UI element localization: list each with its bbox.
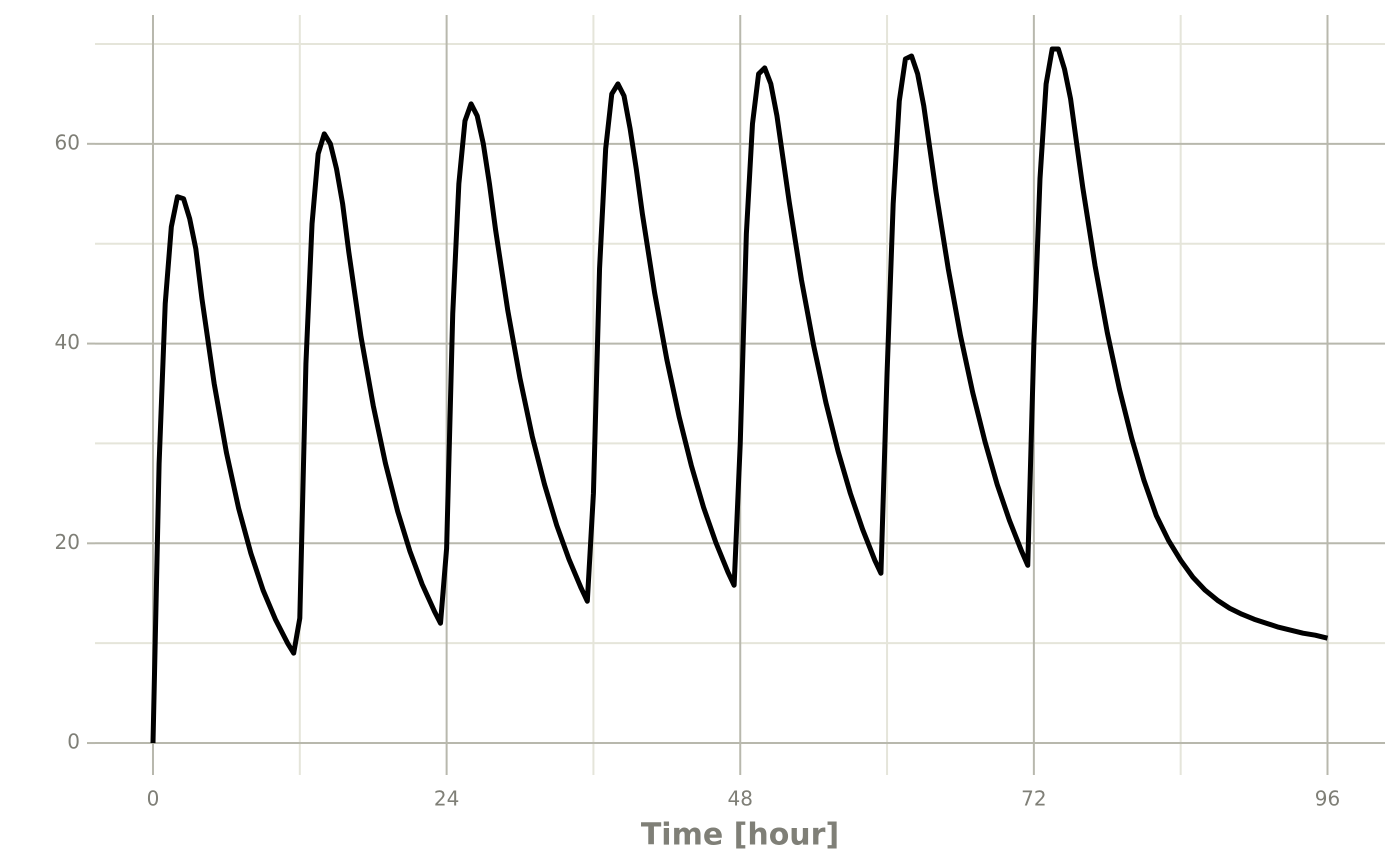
x-tick-label: 96 [1315, 787, 1340, 811]
y-tick-label: 60 [55, 130, 80, 154]
x-tick-label: 48 [728, 787, 753, 811]
line-series [150, 46, 1329, 744]
y-tick-label: 20 [55, 530, 80, 554]
x-tick-label: 0 [147, 787, 160, 811]
x-tick-label: 24 [434, 787, 459, 811]
y-tick-label: 0 [67, 730, 80, 754]
y-tick-label: 40 [55, 330, 80, 354]
x-axis-title: Time [hour] [641, 818, 839, 853]
x-tick-label: 72 [1021, 787, 1046, 811]
